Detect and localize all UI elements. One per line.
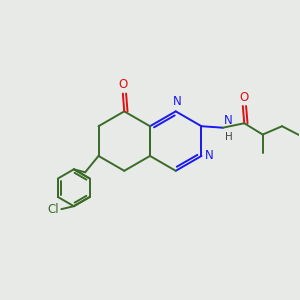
Text: H: H — [225, 132, 233, 142]
Text: N: N — [172, 95, 181, 108]
Text: N: N — [205, 149, 214, 162]
Text: Cl: Cl — [47, 202, 59, 216]
Text: N: N — [224, 114, 232, 127]
Text: O: O — [118, 78, 128, 91]
Text: O: O — [239, 91, 249, 103]
